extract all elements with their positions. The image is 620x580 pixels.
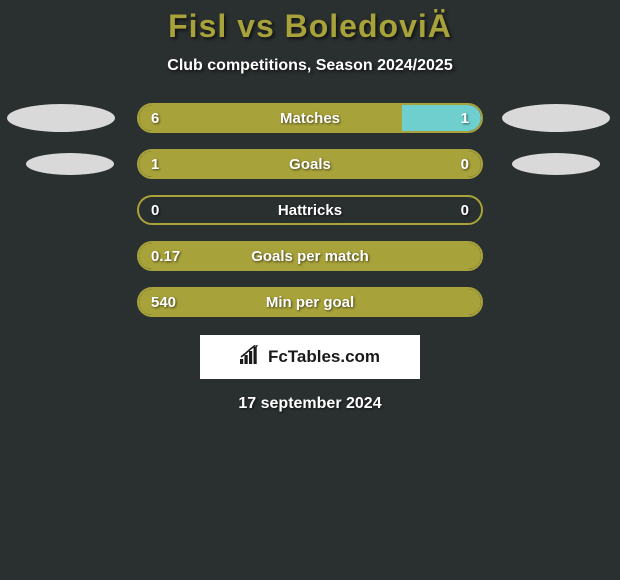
bar-chart-icon xyxy=(240,345,262,370)
stat-row: 1 Goals 0 xyxy=(0,149,620,179)
stat-bar-goals: 1 Goals 0 xyxy=(137,149,483,179)
stat-bar-hattricks: 0 Hattricks 0 xyxy=(137,195,483,225)
brand-text: FcTables.com xyxy=(268,347,380,367)
player-ellipse-left xyxy=(26,153,114,175)
stat-row: 0 Hattricks 0 xyxy=(0,195,620,225)
stats-rows: 6 Matches 1 1 Goals 0 0 Hattricks 0 xyxy=(0,103,620,317)
value-right: 0 xyxy=(461,202,469,219)
stat-bar-goals-per-match: 0.17 Goals per match xyxy=(137,241,483,271)
date-text: 17 september 2024 xyxy=(0,395,620,413)
comparison-infographic: Fisl vs BoledoviÄ Club competitions, Sea… xyxy=(0,0,620,413)
stat-bar-min-per-goal: 540 Min per goal xyxy=(137,287,483,317)
stat-row: 540 Min per goal xyxy=(0,287,620,317)
stat-label: Goals per match xyxy=(139,248,481,265)
player-ellipse-left xyxy=(7,104,115,132)
stat-bar-matches: 6 Matches 1 xyxy=(137,103,483,133)
player-ellipse-right xyxy=(512,153,600,175)
value-right: 1 xyxy=(461,110,469,127)
stat-label: Matches xyxy=(139,110,481,127)
stat-label: Min per goal xyxy=(139,294,481,311)
player-ellipse-right xyxy=(502,104,610,132)
value-right: 0 xyxy=(461,156,469,173)
brand-badge: FcTables.com xyxy=(200,335,420,379)
stat-label: Goals xyxy=(139,156,481,173)
subtitle: Club competitions, Season 2024/2025 xyxy=(0,57,620,75)
stat-row: 0.17 Goals per match xyxy=(0,241,620,271)
stat-row: 6 Matches 1 xyxy=(0,103,620,133)
stat-label: Hattricks xyxy=(139,202,481,219)
page-title: Fisl vs BoledoviÄ xyxy=(0,8,620,45)
